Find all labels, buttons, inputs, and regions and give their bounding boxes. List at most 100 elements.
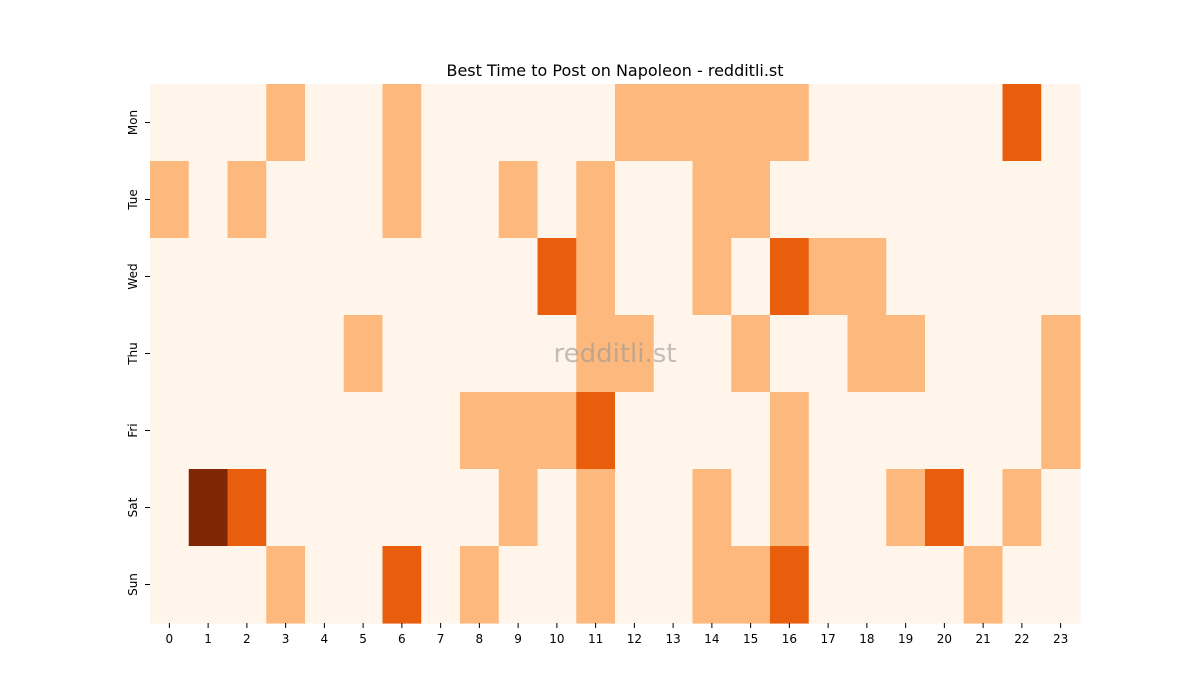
heatmap-cell-sat-11: [576, 469, 616, 547]
heatmap-cell-thu-4: [305, 315, 345, 393]
heatmap-cell-mon-21: [963, 84, 1004, 162]
heatmap-cell-tue-18: [847, 161, 887, 239]
heatmap-cell-tue-3: [266, 161, 306, 239]
y-tick-label: Wed: [126, 263, 140, 289]
heatmap-cell-mon-3: [266, 84, 306, 162]
heatmap-cell-mon-1: [188, 84, 229, 162]
heatmap-cell-sat-21: [963, 469, 1004, 547]
heatmap-cell-wed-3: [266, 238, 306, 316]
heatmap-cell-wed-7: [421, 238, 461, 316]
heatmap-cell-fri-20: [925, 392, 965, 470]
heatmap-cell-tue-16: [770, 161, 810, 239]
heatmap-cell-fri-22: [1002, 392, 1042, 470]
heatmap-cell-wed-23: [1041, 238, 1081, 316]
heatmap-cell-mon-7: [421, 84, 461, 162]
chart-title: Best Time to Post on Napoleon - redditli…: [446, 61, 783, 80]
heatmap-cell-tue-23: [1041, 161, 1081, 239]
heatmap-cell-mon-4: [305, 84, 345, 162]
heatmap-cell-sun-9: [498, 546, 539, 624]
heatmap-cell-wed-2: [227, 238, 267, 316]
heatmap-cell-sun-4: [305, 546, 345, 624]
heatmap-cell-sat-3: [266, 469, 306, 547]
heatmap-cell-wed-9: [498, 238, 539, 316]
heatmap-cell-sun-22: [1002, 546, 1042, 624]
heatmap-cell-sun-5: [343, 546, 384, 624]
heatmap-cell-sun-11: [576, 546, 616, 624]
heatmap-cell-tue-6: [382, 161, 422, 239]
heatmap-cell-sun-16: [770, 546, 810, 624]
heatmap-cell-tue-22: [1002, 161, 1042, 239]
heatmap-cell-sat-18: [847, 469, 887, 547]
heatmap-cell-mon-5: [343, 84, 384, 162]
heatmap-cell-wed-16: [770, 238, 810, 316]
x-tick-label: 22: [1014, 632, 1029, 646]
x-tick-label: 2: [243, 632, 251, 646]
x-tick-label: 5: [359, 632, 367, 646]
x-tick-label: 19: [898, 632, 913, 646]
heatmap-cell-mon-19: [886, 84, 926, 162]
x-tick-label: 20: [937, 632, 952, 646]
heatmap-cell-sat-4: [305, 469, 345, 547]
heatmap-cell-wed-1: [188, 238, 229, 316]
heatmap-cell-mon-13: [653, 84, 694, 162]
heatmap-cell-mon-9: [498, 84, 539, 162]
heatmap-cell-wed-15: [731, 238, 771, 316]
heatmap-cell-fri-11: [576, 392, 616, 470]
x-tick-label: 12: [627, 632, 642, 646]
heatmap-cell-thu-1: [188, 315, 229, 393]
heatmap-cell-thu-2: [227, 315, 267, 393]
heatmap-cell-thu-17: [808, 315, 849, 393]
heatmap-cell-sat-1: [188, 469, 229, 547]
y-tick-label: Fri: [126, 423, 140, 437]
heatmap-cell-sun-6: [382, 546, 422, 624]
heatmap-cell-fri-12: [615, 392, 655, 470]
x-tick-label: 13: [665, 632, 680, 646]
heatmap-cell-wed-17: [808, 238, 849, 316]
heatmap-cell-sun-2: [227, 546, 267, 624]
x-tick-label: 21: [975, 632, 990, 646]
heatmap-cell-mon-15: [731, 84, 771, 162]
x-tick-label: 3: [282, 632, 290, 646]
x-tick-label: 17: [820, 632, 835, 646]
heatmap-cell-thu-18: [847, 315, 887, 393]
heatmap-cell-tue-8: [460, 161, 500, 239]
heatmap-cell-thu-15: [731, 315, 771, 393]
heatmap-cell-wed-12: [615, 238, 655, 316]
heatmap-cell-fri-16: [770, 392, 810, 470]
heatmap-cell-thu-23: [1041, 315, 1081, 393]
heatmap-cell-wed-20: [925, 238, 965, 316]
heatmap-cell-wed-8: [460, 238, 500, 316]
heatmap-cell-sat-6: [382, 469, 422, 547]
heatmap-cell-thu-22: [1002, 315, 1042, 393]
heatmap-cell-fri-15: [731, 392, 771, 470]
x-tick-label: 11: [588, 632, 603, 646]
y-tick-label: Sun: [126, 573, 140, 596]
x-tick-label: 16: [782, 632, 797, 646]
heatmap-cell-sun-18: [847, 546, 887, 624]
heatmap-cell-sat-15: [731, 469, 771, 547]
heatmap-cell-sat-23: [1041, 469, 1081, 547]
x-tick-label: 23: [1053, 632, 1068, 646]
heatmap-cell-sun-8: [460, 546, 500, 624]
heatmap-cell-thu-0: [150, 315, 190, 393]
heatmap-cell-mon-6: [382, 84, 422, 162]
heatmap-cell-tue-10: [537, 161, 577, 239]
heatmap-cell-tue-21: [963, 161, 1004, 239]
heatmap-cell-fri-9: [498, 392, 539, 470]
heatmap-cell-sun-0: [150, 546, 190, 624]
heatmap-cell-fri-10: [537, 392, 577, 470]
y-tick-label: Sat: [126, 497, 140, 517]
heatmap-cell-sat-10: [537, 469, 577, 547]
heatmap-cell-sun-19: [886, 546, 926, 624]
heatmap-cell-thu-12: [615, 315, 655, 393]
heatmap-cell-tue-5: [343, 161, 384, 239]
heatmap-cell-thu-8: [460, 315, 500, 393]
heatmap-cell-tue-11: [576, 161, 616, 239]
heatmap-cell-sun-21: [963, 546, 1004, 624]
heatmap-cell-fri-7: [421, 392, 461, 470]
x-tick-label: 15: [743, 632, 758, 646]
heatmap-cell-wed-6: [382, 238, 422, 316]
heatmap-cell-sun-15: [731, 546, 771, 624]
heatmap-cell-sat-9: [498, 469, 539, 547]
